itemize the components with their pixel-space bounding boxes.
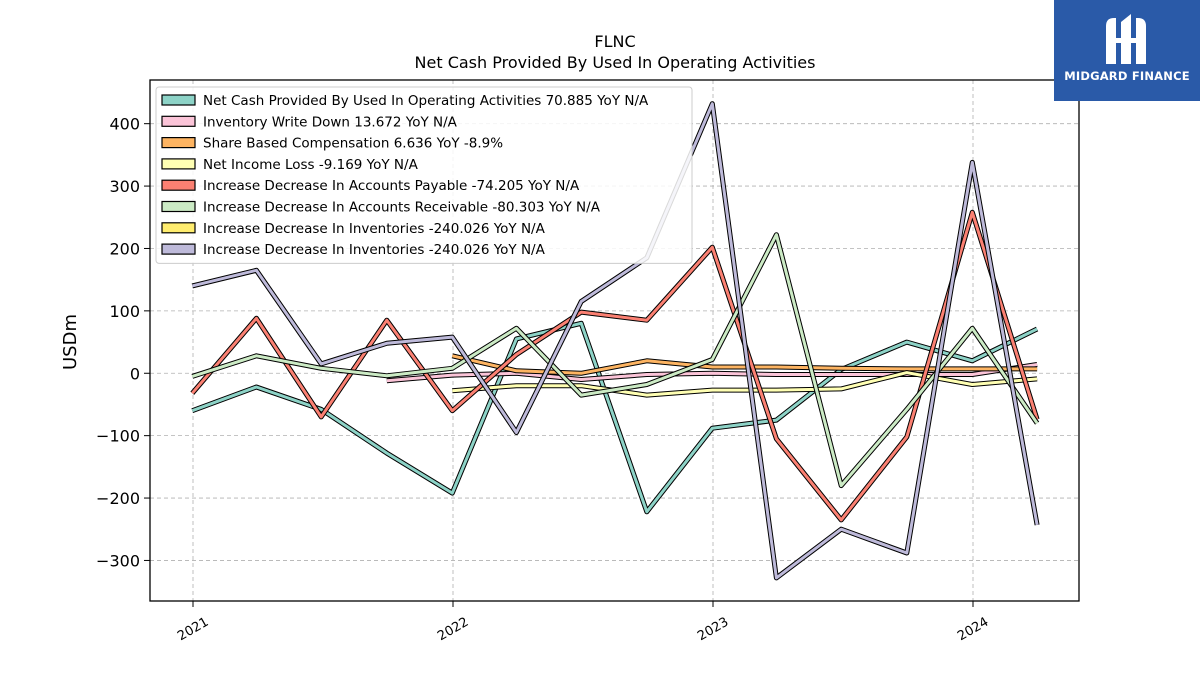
x-axis: 2021 2022 2023 2024 bbox=[175, 601, 991, 644]
legend-label: Net Income Loss -9.169 YoY N/A bbox=[203, 157, 419, 173]
x-tick-label: 2022 bbox=[435, 615, 471, 645]
brand-logo: MIDGARD FINANCE bbox=[1054, 0, 1200, 101]
legend-label: Inventory Write Down 13.672 YoY N/A bbox=[203, 114, 458, 130]
legend-box bbox=[155, 86, 693, 264]
x-tick-label: 2023 bbox=[695, 615, 731, 645]
legend-swatch bbox=[161, 243, 196, 255]
legend-label: Increase Decrease In Inventories -240.02… bbox=[203, 242, 546, 258]
series-line-5 bbox=[191, 232, 1040, 489]
y-tick-label: −100 bbox=[96, 427, 140, 446]
legend: Net Cash Provided By Used In Operating A… bbox=[155, 86, 693, 264]
legend-label: Net Cash Provided By Used In Operating A… bbox=[203, 93, 649, 109]
chart-title: FLNC bbox=[594, 32, 635, 51]
chart-subtitle: Net Cash Provided By Used In Operating A… bbox=[415, 53, 816, 72]
legend-swatch bbox=[161, 200, 196, 213]
legend-swatch bbox=[161, 222, 196, 234]
y-axis-label: USDm bbox=[60, 314, 81, 370]
y-tick-label: 0 bbox=[130, 364, 140, 383]
legend-swatch bbox=[161, 137, 196, 149]
series-line-7 bbox=[191, 101, 1040, 581]
series-line-3 bbox=[452, 370, 1038, 398]
series-layer bbox=[190, 101, 1040, 581]
y-tick-label: 300 bbox=[109, 177, 140, 196]
legend-swatch bbox=[161, 158, 196, 170]
midgard-m-logo-icon bbox=[1106, 14, 1146, 64]
y-tick-label: −200 bbox=[96, 489, 140, 508]
legend-label: Increase Decrease In Inventories -240.02… bbox=[203, 221, 546, 237]
plot-frame bbox=[149, 79, 1080, 602]
series-line-4 bbox=[190, 209, 1040, 523]
series-line-0 bbox=[191, 320, 1039, 515]
y-axis: −300 −200 −100 0 100 200 300 400 bbox=[96, 115, 150, 570]
legend-swatch bbox=[161, 115, 196, 127]
legend-swatch bbox=[161, 94, 196, 106]
legend-label: Increase Decrease In Accounts Payable -7… bbox=[203, 178, 580, 194]
y-tick-label: 100 bbox=[109, 302, 140, 321]
legend-label: Share Based Compensation 6.636 YoY -8.9% bbox=[203, 136, 503, 152]
brand-name: MIDGARD FINANCE bbox=[1064, 69, 1190, 83]
x-tick-label: 2024 bbox=[955, 615, 991, 645]
x-tick-label: 2021 bbox=[175, 615, 211, 645]
legend-swatch bbox=[161, 179, 196, 191]
legend-label: Increase Decrease In Accounts Receivable… bbox=[203, 200, 601, 216]
y-tick-label: 200 bbox=[109, 239, 140, 258]
y-tick-label: −300 bbox=[96, 551, 140, 570]
y-tick-label: 400 bbox=[109, 115, 140, 134]
